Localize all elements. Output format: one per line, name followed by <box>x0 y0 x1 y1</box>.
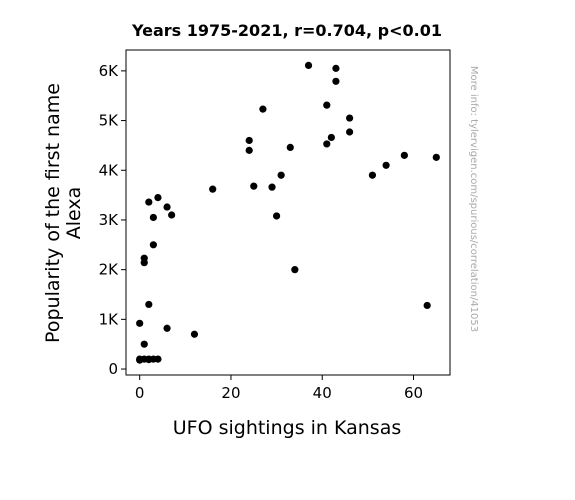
y-tick-label: 0 <box>108 360 118 378</box>
y-tick-label: 1K <box>99 310 120 328</box>
data-point <box>163 203 171 211</box>
x-tick-label: 20 <box>221 384 240 402</box>
data-point <box>168 211 176 219</box>
data-points <box>136 61 440 364</box>
data-point <box>346 114 354 122</box>
data-point <box>268 183 276 191</box>
data-point <box>400 151 408 159</box>
data-point <box>382 161 390 169</box>
data-point <box>291 266 299 274</box>
data-point <box>304 61 313 70</box>
plot-frame <box>125 49 451 376</box>
y-tick-label: 3K <box>99 211 120 229</box>
data-point <box>332 64 340 72</box>
data-point <box>245 136 253 145</box>
data-point <box>163 324 171 332</box>
x-tick-label: 40 <box>313 384 332 402</box>
data-point <box>149 213 157 222</box>
x-axis-label: UFO sightings in Kansas <box>173 417 402 439</box>
y-tick-label: 6K <box>99 62 120 80</box>
data-point <box>145 300 153 309</box>
data-point <box>432 153 440 161</box>
data-point <box>277 171 285 179</box>
watermark-text: More info: tylervigen.com/spurious/corre… <box>468 66 479 332</box>
data-point <box>245 146 253 154</box>
y-tick-label: 5K <box>99 112 120 130</box>
data-point <box>190 330 199 338</box>
data-point <box>368 171 377 179</box>
y-axis-label: Popularity of the first name Alexa <box>42 83 85 343</box>
y-tick-label: 2K <box>99 261 120 279</box>
data-point <box>423 301 431 310</box>
x-tick-label: 0 <box>135 384 145 402</box>
data-point <box>140 254 148 262</box>
y-axis-label-line-1: Popularity of the first name <box>42 83 64 343</box>
y-tick-label: 4K <box>99 161 120 179</box>
data-point <box>209 185 217 193</box>
y-axis-label-line-2: Alexa <box>63 187 85 240</box>
data-point <box>140 340 148 348</box>
data-point <box>332 77 340 85</box>
data-point <box>145 198 153 206</box>
x-tick-label: 60 <box>404 384 423 402</box>
data-point <box>149 241 157 249</box>
data-point <box>250 182 258 190</box>
data-point <box>323 101 331 109</box>
data-point <box>286 143 294 152</box>
data-point <box>259 105 267 113</box>
chart-title: Years 1975-2021, r=0.704, p<0.01 <box>131 21 442 40</box>
data-point <box>346 128 354 136</box>
data-point <box>154 193 162 202</box>
data-point <box>154 355 162 363</box>
data-point <box>272 212 281 220</box>
data-point <box>136 319 144 327</box>
data-point <box>323 140 331 148</box>
data-point <box>327 133 335 142</box>
axis-ticks: 0 20 40 60 0 1K 2K 3K 4K 5K 6K <box>99 62 423 402</box>
